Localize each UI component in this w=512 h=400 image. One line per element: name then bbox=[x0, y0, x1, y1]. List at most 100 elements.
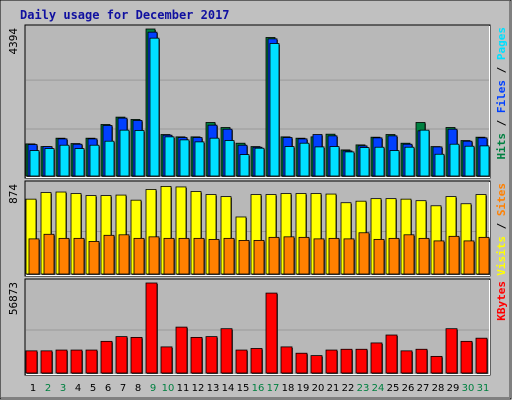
bar-sites bbox=[313, 238, 325, 275]
tick-label: 20 bbox=[312, 383, 325, 394]
chart-title: Daily usage for December 2017 bbox=[20, 8, 230, 22]
bar-sites bbox=[208, 238, 220, 275]
bar-pages bbox=[89, 144, 100, 177]
bar-sites bbox=[268, 236, 280, 275]
bar-pages bbox=[149, 37, 160, 177]
bar-sites bbox=[223, 237, 235, 275]
bar-kbytes bbox=[430, 355, 443, 374]
bar-kbytes bbox=[250, 348, 263, 374]
bar-pages bbox=[389, 150, 400, 177]
bar-sites bbox=[178, 237, 190, 275]
bar-kbytes bbox=[295, 352, 308, 374]
bar-kbytes bbox=[475, 337, 488, 374]
bar-sites bbox=[358, 232, 370, 275]
bar-kbytes bbox=[25, 350, 38, 374]
legend-entry: Hits bbox=[495, 133, 508, 160]
legend-entry: / bbox=[495, 216, 508, 236]
bar-kbytes bbox=[55, 349, 68, 374]
bar-kbytes bbox=[70, 349, 83, 374]
legend-entry: Visits bbox=[495, 236, 508, 276]
bar-kbytes bbox=[400, 350, 413, 374]
bar-kbytes bbox=[175, 326, 188, 374]
legend-entry: Pages bbox=[495, 27, 508, 60]
panel-legend: Hits / Files / Pages bbox=[495, 27, 508, 160]
tick-label: 2 bbox=[45, 383, 51, 394]
bar-pages bbox=[254, 147, 265, 177]
panel-kbytes: 56873 KBytes bbox=[7, 278, 508, 376]
bar-pages bbox=[479, 145, 490, 177]
bar-pages bbox=[179, 139, 190, 177]
bar-sites bbox=[238, 239, 250, 275]
bar-pages bbox=[44, 148, 55, 177]
bar-kbytes bbox=[235, 349, 248, 374]
bar-kbytes bbox=[460, 340, 473, 374]
bar-kbytes bbox=[160, 346, 173, 374]
bar-kbytes bbox=[340, 348, 353, 374]
tick-label: 11 bbox=[177, 383, 190, 394]
bar-pages bbox=[464, 145, 475, 177]
bar-pages bbox=[209, 137, 220, 177]
tick-label: 17 bbox=[267, 383, 280, 394]
bar-sites bbox=[118, 234, 130, 275]
bar-sites bbox=[298, 236, 310, 275]
bar-kbytes bbox=[415, 348, 428, 374]
bar-pages bbox=[284, 146, 295, 177]
bar-sites bbox=[403, 234, 415, 275]
bar-pages bbox=[74, 148, 85, 177]
bar-sites bbox=[388, 237, 400, 275]
bar-sites bbox=[448, 235, 460, 275]
bar-pages bbox=[194, 141, 205, 177]
bar-sites bbox=[28, 238, 40, 275]
bar-kbytes bbox=[370, 342, 383, 374]
legend-entry: Sites bbox=[495, 183, 508, 216]
bar-pages bbox=[329, 146, 340, 177]
bar-pages bbox=[134, 130, 145, 177]
bar-kbytes bbox=[145, 282, 158, 374]
bar-pages bbox=[419, 129, 430, 177]
bar-sites bbox=[103, 234, 115, 275]
bar-sites bbox=[43, 233, 55, 275]
tick-label: 18 bbox=[282, 383, 295, 394]
bar-kbytes bbox=[325, 349, 338, 374]
tick-label: 3 bbox=[60, 383, 66, 394]
bar-sites bbox=[418, 237, 430, 275]
bar-pages bbox=[449, 143, 460, 177]
bar-sites bbox=[478, 236, 490, 275]
bar-sites bbox=[463, 240, 475, 275]
tick-label: 26 bbox=[402, 383, 415, 394]
tick-label: 8 bbox=[135, 383, 141, 394]
tick-label: 28 bbox=[432, 383, 445, 394]
axis-max-label: 4394 bbox=[7, 28, 20, 55]
bar-pages bbox=[239, 154, 250, 177]
legend-entry: / bbox=[495, 60, 508, 80]
bar-kbytes bbox=[130, 336, 143, 374]
bar-pages bbox=[314, 146, 325, 177]
panel-legend: Visits / Sites bbox=[495, 183, 508, 276]
bar-sites bbox=[163, 237, 175, 275]
bar-sites bbox=[193, 237, 205, 275]
bar-kbytes bbox=[85, 349, 98, 374]
bar-sites bbox=[73, 237, 85, 275]
tick-label: 13 bbox=[207, 383, 220, 394]
panel-hits-files-pages: 4394 Hits / Files / Pages bbox=[7, 24, 508, 179]
bar-pages bbox=[344, 151, 355, 177]
bar-sites bbox=[283, 236, 295, 275]
bar-pages bbox=[299, 142, 310, 177]
bar-pages bbox=[269, 43, 280, 177]
tick-label: 22 bbox=[342, 383, 355, 394]
legend-entry: / bbox=[495, 113, 508, 133]
bar-pages bbox=[404, 146, 415, 177]
bar-kbytes bbox=[115, 336, 128, 374]
bar-sites bbox=[328, 237, 340, 275]
tick-label: 7 bbox=[120, 383, 126, 394]
tick-label: 1 bbox=[30, 383, 36, 394]
bar-sites bbox=[253, 239, 265, 275]
bar-sites bbox=[433, 240, 445, 275]
tick-label: 24 bbox=[372, 383, 385, 394]
bar-kbytes bbox=[190, 336, 203, 374]
bar-kbytes bbox=[445, 328, 458, 374]
tick-label: 25 bbox=[387, 383, 400, 394]
bar-pages bbox=[119, 129, 130, 177]
tick-label: 27 bbox=[417, 383, 430, 394]
tick-label: 5 bbox=[90, 383, 96, 394]
